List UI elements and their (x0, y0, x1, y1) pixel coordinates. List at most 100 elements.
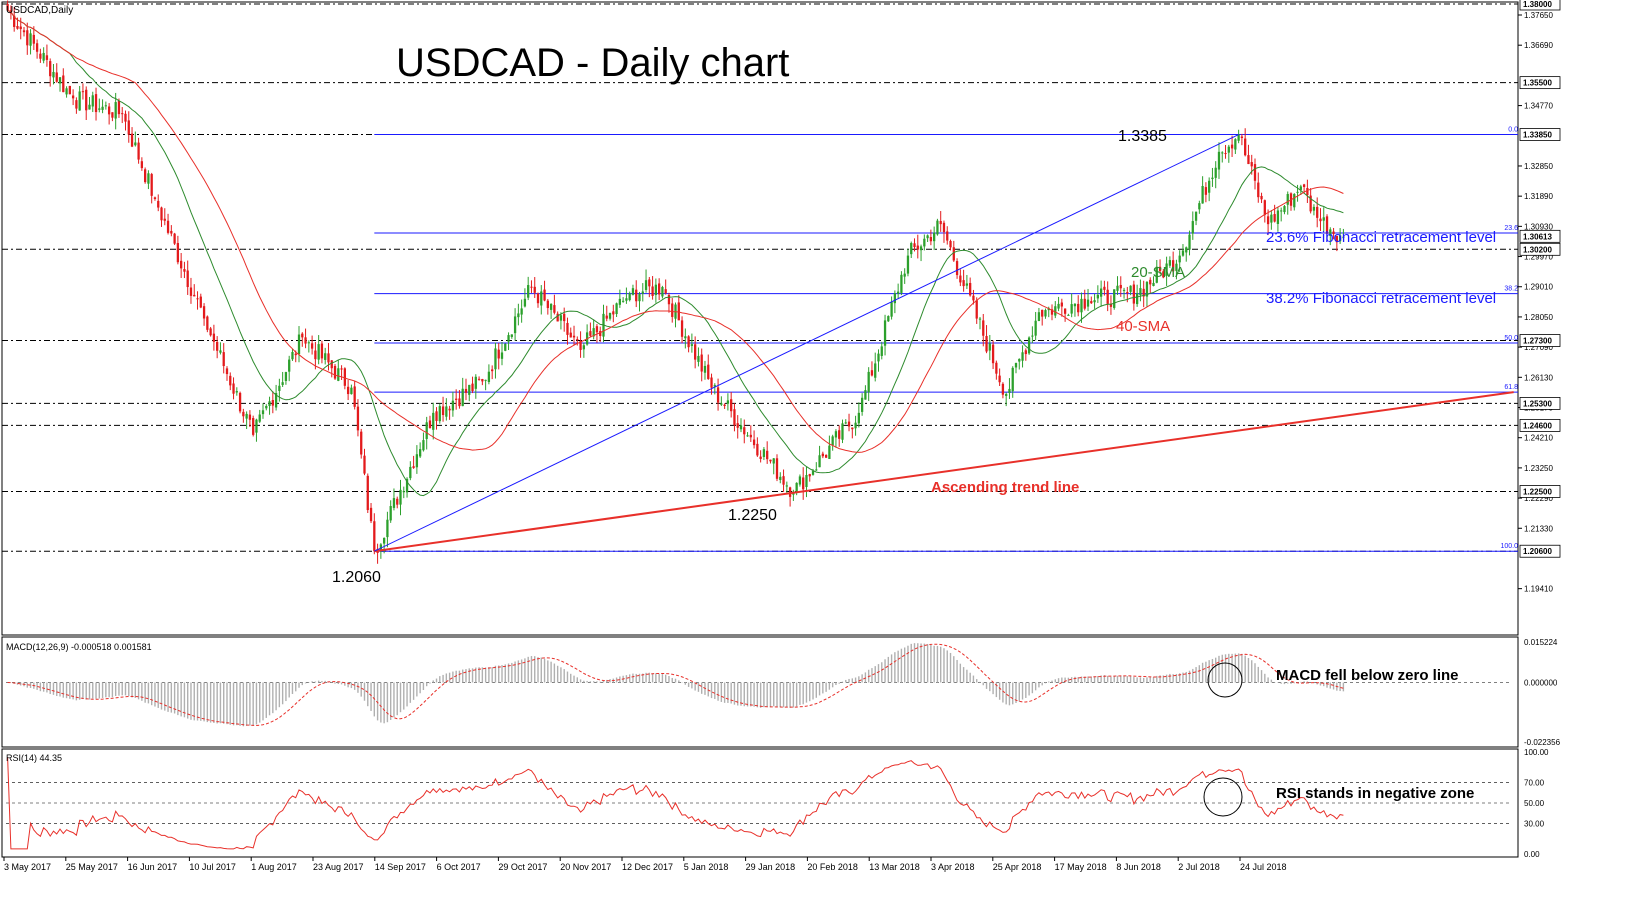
macd-annotation: MACD fell below zero line (1276, 667, 1459, 684)
candle-body (779, 476, 782, 480)
candle-body (782, 476, 785, 485)
candle-body (775, 458, 779, 479)
price-level-label: 1.24600 (1523, 421, 1552, 430)
candle-body (1073, 303, 1077, 307)
candle-body (766, 450, 769, 460)
price-level-box (1519, 76, 1561, 90)
candle-body (1293, 194, 1296, 208)
x-tick-label: 17 May 2018 (1055, 862, 1107, 872)
candle-body (733, 409, 736, 426)
candle-body (68, 85, 71, 95)
price-y-tick-label: 1.22290 (1524, 494, 1553, 503)
candle-body (1165, 263, 1168, 276)
candle-body (432, 412, 435, 430)
candle-body (1172, 260, 1175, 272)
candle-body (533, 286, 536, 293)
candle-body (1011, 367, 1014, 392)
candle-body (369, 507, 373, 522)
candle-body (677, 302, 680, 321)
candle-body (1008, 388, 1011, 393)
candle-body (513, 316, 517, 334)
candle-body (654, 284, 658, 296)
candle-body (419, 449, 422, 457)
candle-body (687, 336, 690, 348)
candle-body (952, 247, 955, 261)
candle-body (455, 398, 458, 400)
candle-body (1335, 235, 1338, 243)
candle-body (887, 316, 890, 322)
candle-body (1204, 187, 1208, 195)
candle-body (1325, 216, 1329, 234)
fib-level-label: 61.8 (1504, 384, 1518, 391)
candle-body (42, 52, 45, 61)
price-y-tick-label: 1.21330 (1524, 524, 1553, 533)
candle-body (193, 294, 196, 297)
candle-body (382, 537, 386, 544)
candle-body (225, 368, 229, 375)
rsi-label: RSI(14) 44.35 (6, 753, 62, 763)
candle-body (893, 293, 897, 304)
candle-body (648, 279, 651, 287)
fib-anchor-line (374, 134, 1239, 552)
candle-body (527, 285, 530, 298)
candle-body (1070, 304, 1073, 314)
candle-body (98, 108, 101, 110)
candle-body (114, 102, 117, 119)
candle-body (1175, 263, 1178, 271)
candle-body (356, 406, 360, 431)
candle-body (81, 91, 85, 93)
candle-body (726, 400, 730, 404)
candle-body (641, 291, 644, 294)
macd-highlight-circle (1207, 662, 1243, 698)
price-level-label: 1.30613 (1523, 232, 1552, 241)
macd-label: MACD(12,26,9) -0.000518 0.001581 (6, 642, 152, 652)
candle-body (415, 454, 419, 468)
candle-body (896, 291, 900, 294)
candle-body (595, 326, 599, 333)
candle-body (340, 368, 343, 370)
x-tick-label: 2 Jul 2018 (1178, 862, 1220, 872)
candle-body (111, 112, 114, 118)
candle-body (540, 291, 543, 306)
candle-body (707, 364, 710, 379)
candle-body (543, 289, 546, 301)
candle-body (743, 427, 746, 435)
x-tick-label: 20 Nov 2017 (560, 862, 611, 872)
candle-body (621, 300, 625, 302)
candle-body (219, 350, 222, 353)
candle-body (216, 341, 219, 351)
candle-body (815, 469, 818, 471)
candle-body (592, 328, 595, 337)
candle-body (769, 459, 772, 462)
candle-body (1126, 292, 1129, 294)
candle-body (307, 342, 310, 344)
candle-body (405, 478, 409, 493)
candle-body (798, 476, 802, 485)
candle-body (291, 352, 294, 360)
candle-body (802, 477, 805, 490)
price-y-tick-label: 1.28050 (1524, 313, 1553, 322)
candle-body (35, 43, 39, 52)
candle-body (1129, 285, 1132, 292)
candle-body (880, 346, 883, 356)
candle-body (1103, 286, 1106, 290)
candle-body (1283, 206, 1286, 213)
candle-body (569, 332, 572, 338)
price-level-label: 1.27300 (1523, 337, 1552, 346)
candle-body (1260, 195, 1263, 200)
candle-body (667, 295, 671, 305)
price-y-tick-label: 1.29010 (1524, 283, 1553, 292)
candle-body (936, 220, 939, 235)
candle-body (723, 404, 726, 406)
candle-body (1106, 289, 1109, 304)
x-tick-label: 16 Jun 2017 (128, 862, 178, 872)
candle-body (926, 235, 929, 239)
candle-body (153, 197, 157, 199)
candle-body (52, 71, 55, 78)
candle-body (186, 270, 189, 288)
candle-body (441, 406, 445, 416)
candle-body (713, 385, 716, 387)
candle-body (212, 333, 216, 342)
candle-body (85, 89, 88, 111)
candle-body (1096, 294, 1099, 299)
